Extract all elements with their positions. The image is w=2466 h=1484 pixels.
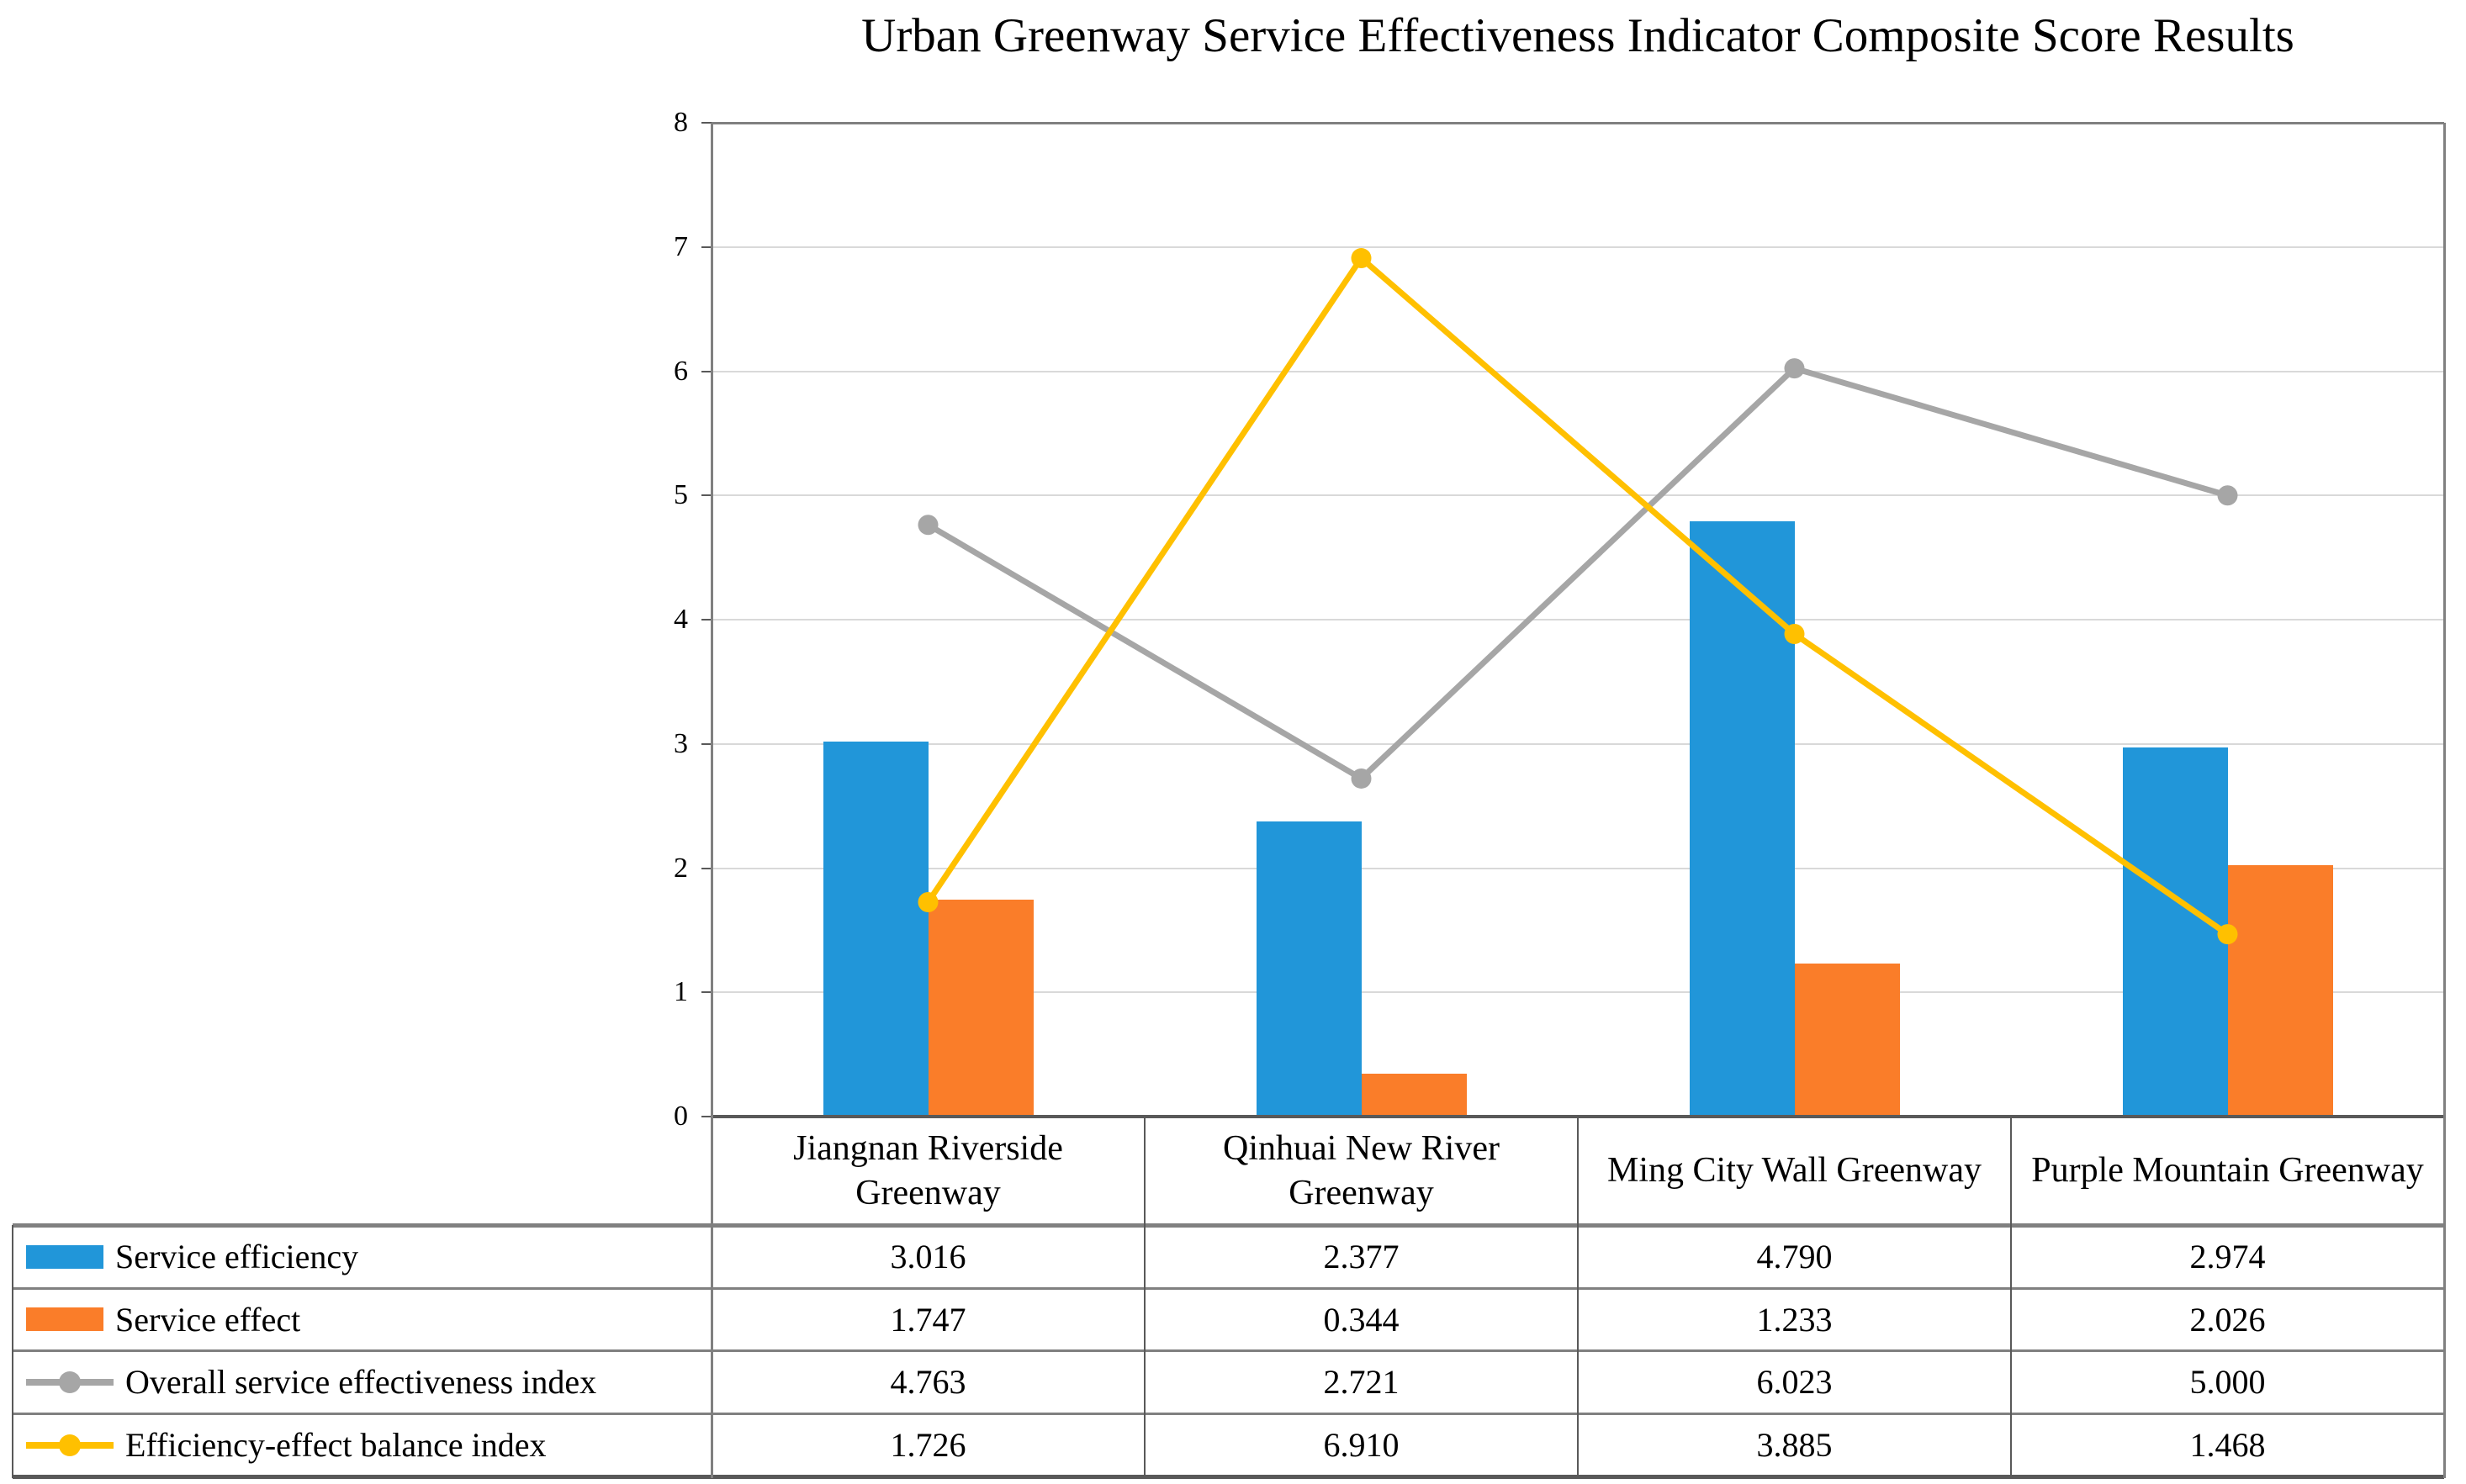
marker-overall-service-effectiveness-index <box>1351 768 1372 789</box>
y-axis-tick-label: 4 <box>674 604 688 635</box>
value-cell-service-efficiency-3: 2.974 <box>2189 1238 2266 1275</box>
bar-service-efficiency <box>1689 521 1795 1117</box>
table-header-border <box>13 1223 2444 1228</box>
table-column-border <box>1577 1117 1579 1478</box>
y-axis-tick-label: 2 <box>674 852 688 884</box>
legend-swatch-service-efficiency <box>26 1244 103 1269</box>
y-axis-tick <box>701 619 712 621</box>
y-axis-tick <box>701 742 712 745</box>
bar-service-efficiency <box>1256 821 1362 1117</box>
value-cell-efficiency-effect-balance-index-2: 3.885 <box>1756 1426 1833 1464</box>
table-row-border <box>13 1349 2444 1352</box>
value-cell-overall-service-effectiveness-index-2: 6.023 <box>1756 1363 1833 1401</box>
gridline <box>712 246 2444 248</box>
y-axis-tick <box>701 246 712 248</box>
legend-cell-efficiency-effect-balance-index: Efficiency-effect balance index <box>13 1415 712 1475</box>
category-header-cell: Purple Mountain Greenway <box>2031 1151 2424 1191</box>
value-cell-overall-service-effectiveness-index-3: 5.000 <box>2189 1363 2266 1401</box>
bar-service-efficiency <box>2122 747 2228 1117</box>
y-axis-tick <box>701 122 712 124</box>
y-axis-tick <box>701 991 712 994</box>
y-axis-tick <box>701 1116 712 1117</box>
gridline <box>712 991 2444 994</box>
legend-cell-service-efficiency: Service efficiency <box>13 1227 712 1286</box>
table-bottom-border <box>13 1474 2444 1479</box>
y-axis-tick-label: 3 <box>674 727 688 759</box>
legend-swatch-service-effect <box>26 1307 103 1331</box>
value-cell-efficiency-effect-balance-index-1: 6.910 <box>1323 1426 1400 1464</box>
bar-service-effect <box>2227 864 2333 1117</box>
value-cell-service-efficiency-1: 2.377 <box>1323 1238 1400 1275</box>
y-axis-tick <box>701 370 712 372</box>
gridline <box>712 494 2444 497</box>
gridline <box>712 619 2444 621</box>
y-axis-tick-label: 5 <box>674 479 688 511</box>
marker-efficiency-effect-balance-index <box>1351 248 1372 269</box>
table-row-border <box>13 1412 2444 1415</box>
plot-border-top <box>712 121 2444 124</box>
value-cell-overall-service-effectiveness-index-0: 4.763 <box>890 1363 966 1401</box>
legend-marker <box>59 1434 81 1456</box>
table-column-border <box>1144 1117 1146 1478</box>
y-axis-tick <box>701 867 712 869</box>
legend-cell-service-effect: Service effect <box>13 1290 712 1349</box>
table-left-border <box>12 1225 13 1478</box>
table-row-border <box>13 1286 2444 1290</box>
category-header-cell: Qinhuai New River Greenway <box>1223 1129 1500 1212</box>
legend-marker <box>59 1370 81 1393</box>
y-axis-tick-label: 6 <box>674 355 688 387</box>
y-axis-tick-label: 8 <box>674 107 688 138</box>
value-cell-service-efficiency-0: 3.016 <box>890 1238 966 1275</box>
y-axis-tick-label: 1 <box>674 976 688 1008</box>
value-cell-service-effect-0: 1.747 <box>890 1300 966 1339</box>
legend-label-efficiency-effect-balance-index: Efficiency-effect balance index <box>125 1426 547 1464</box>
bar-service-effect <box>928 899 1034 1117</box>
line-overall-service-effectiveness-index <box>926 365 2229 782</box>
y-axis-tick-label: 7 <box>674 230 688 262</box>
gridline <box>712 370 2444 372</box>
marker-overall-service-effectiveness-index <box>918 515 939 536</box>
value-cell-service-efficiency-2: 4.790 <box>1756 1238 1833 1275</box>
value-cell-service-effect-1: 0.344 <box>1323 1300 1400 1339</box>
chart-title: Urban Greenway Service Effectiveness Ind… <box>861 9 2294 62</box>
legend-swatch-overall-service-effectiveness-index <box>26 1370 114 1395</box>
legend-swatch-efficiency-effect-balance-index <box>26 1433 114 1458</box>
value-cell-efficiency-effect-balance-index-0: 1.726 <box>890 1426 966 1464</box>
legend-label-service-effect: Service effect <box>115 1300 301 1339</box>
plot-border-left <box>710 123 713 1478</box>
marker-overall-service-effectiveness-index <box>1784 358 1805 379</box>
gridline <box>712 742 2444 745</box>
line-efficiency-effect-balance-index <box>925 255 2230 937</box>
bar-service-effect <box>1794 963 1900 1117</box>
legend-label-overall-service-effectiveness-index: Overall service effectiveness index <box>125 1363 597 1401</box>
category-header-cell: Jiangnan Riverside Greenway <box>793 1129 1063 1212</box>
legend-label-service-efficiency: Service efficiency <box>115 1238 359 1275</box>
value-cell-service-effect-2: 1.233 <box>1756 1300 1833 1339</box>
y-axis-tick <box>701 494 712 497</box>
plot-border-right <box>2442 123 2446 1478</box>
legend-cell-overall-service-effectiveness-index: Overall service effectiveness index <box>13 1352 712 1412</box>
bar-service-efficiency <box>823 742 929 1117</box>
value-cell-efficiency-effect-balance-index-3: 1.468 <box>2189 1426 2266 1464</box>
bar-service-effect <box>1361 1074 1467 1117</box>
table-column-border <box>2010 1117 2012 1478</box>
value-cell-overall-service-effectiveness-index-1: 2.721 <box>1323 1363 1400 1401</box>
category-header-cell: Ming City Wall Greenway <box>1607 1151 1982 1191</box>
value-cell-service-effect-3: 2.026 <box>2189 1300 2266 1339</box>
y-axis-tick-label: 0 <box>674 1101 688 1132</box>
